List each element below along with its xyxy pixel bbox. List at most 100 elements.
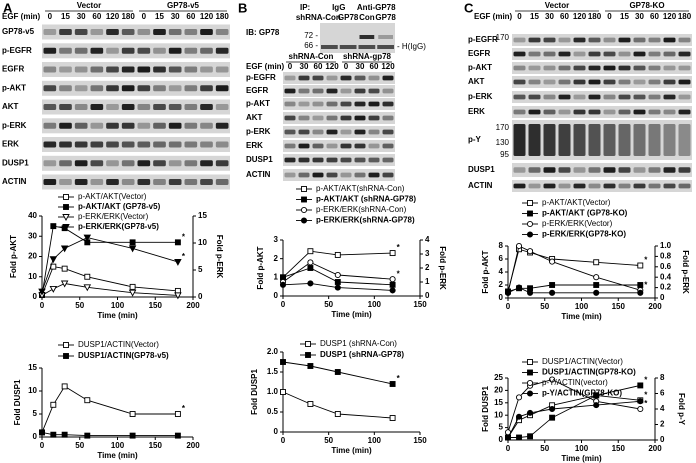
series-line	[282, 361, 393, 385]
data-point	[334, 279, 341, 285]
blot-band	[137, 85, 151, 92]
significance-mark: *	[644, 376, 648, 385]
significance-mark: *	[397, 374, 401, 383]
blot-band	[43, 104, 57, 110]
blot-band	[137, 66, 151, 73]
lane-label: 60	[314, 62, 323, 71]
data-point	[280, 389, 286, 395]
blot-band	[90, 29, 104, 35]
row-label: ERK	[246, 141, 263, 150]
group-label: GP78-v5	[167, 1, 200, 10]
blot-strip	[42, 118, 230, 134]
blot-band	[215, 29, 229, 35]
y-axis-label: Fold p-AKT	[481, 250, 490, 293]
blot-band	[633, 37, 646, 43]
blot-band	[312, 75, 324, 81]
data-point	[593, 282, 600, 288]
blot-band	[168, 160, 182, 167]
blot-band	[284, 115, 296, 121]
ip-group: Anti-GP78	[357, 3, 396, 12]
data-point	[593, 402, 600, 409]
data-point	[174, 411, 181, 417]
blot-band	[382, 101, 394, 107]
y-tick-label: 15	[28, 363, 37, 372]
data-point	[389, 281, 396, 288]
y2-tick-label: 4	[660, 404, 665, 413]
blot-band	[106, 122, 119, 129]
blot-band	[298, 88, 310, 94]
blot-band	[90, 104, 104, 110]
y-tick-label: 0	[499, 293, 504, 302]
blot-band	[200, 141, 213, 148]
lane-label: 60	[650, 12, 659, 21]
blot-band	[215, 160, 229, 167]
data-point	[307, 280, 314, 287]
blot-band	[354, 75, 366, 81]
y-axis-label: Fold DUSP1	[250, 369, 259, 415]
data-point	[129, 283, 136, 290]
blot-band	[200, 122, 213, 129]
lane-label: 0	[288, 62, 293, 71]
blot-band	[168, 141, 182, 148]
blot-band	[215, 179, 229, 185]
row-label: ERK	[468, 107, 485, 116]
blot-band	[200, 47, 213, 54]
y2-tick-label: 0	[660, 293, 665, 302]
blot-band	[121, 179, 135, 185]
lane-label: 0	[344, 62, 349, 71]
legend-marker	[63, 204, 69, 210]
lane-label: 30	[356, 62, 365, 71]
mw-marker: 72 -	[304, 31, 318, 40]
blot-band	[573, 124, 586, 156]
data-point	[61, 383, 68, 390]
mw-marker: 170	[496, 33, 510, 42]
x-tick-label: 100	[575, 444, 589, 453]
x-tick-label: 200	[186, 441, 200, 450]
blot-band	[153, 47, 166, 54]
blot-band	[59, 29, 72, 35]
blot-band	[153, 122, 166, 129]
blot-band	[153, 104, 166, 110]
data-point	[504, 434, 512, 441]
data-point	[637, 398, 644, 405]
blot-strip	[283, 169, 395, 181]
blot-band	[90, 47, 104, 54]
data-point	[307, 248, 314, 255]
x-tick-label: 100	[111, 301, 125, 310]
blot-band	[618, 94, 631, 100]
blot-band	[382, 75, 394, 81]
y-tick-label: 0	[499, 435, 504, 444]
lane-label: 60	[370, 62, 379, 71]
lane-label: 180	[121, 12, 135, 21]
blot-band	[618, 109, 631, 115]
blot-band	[168, 85, 182, 92]
y2-axis-label: Fold p-ERK	[681, 250, 690, 294]
blot-band	[137, 122, 151, 129]
blot-band	[678, 65, 691, 71]
data-point	[174, 292, 182, 300]
blot-band	[184, 160, 198, 167]
data-point	[334, 411, 341, 417]
blot-band	[326, 172, 338, 178]
egf-label: EGF (min)	[246, 62, 285, 71]
x-tick-label: 50	[540, 302, 549, 311]
series-line	[41, 237, 179, 292]
x-tick-label: 0	[281, 300, 286, 309]
blot-band	[184, 141, 198, 148]
blot-strip	[42, 43, 230, 59]
blot-band	[633, 109, 646, 115]
series-line	[41, 283, 178, 296]
y2-tick-label: 1	[425, 277, 430, 286]
blot-band	[368, 157, 380, 163]
y-tick-label: 30	[28, 231, 37, 240]
group-label: shRNA-Con	[289, 52, 334, 61]
y-tick-label: 5	[33, 409, 38, 418]
blot-band	[603, 109, 616, 115]
blot-band	[74, 85, 88, 92]
blot-band	[312, 115, 324, 121]
group-label: Vector	[77, 1, 101, 10]
x-axis-label: Time (min)	[561, 454, 602, 463]
blot-band	[326, 88, 338, 94]
blot-band	[137, 104, 151, 110]
blot-band	[215, 141, 229, 148]
